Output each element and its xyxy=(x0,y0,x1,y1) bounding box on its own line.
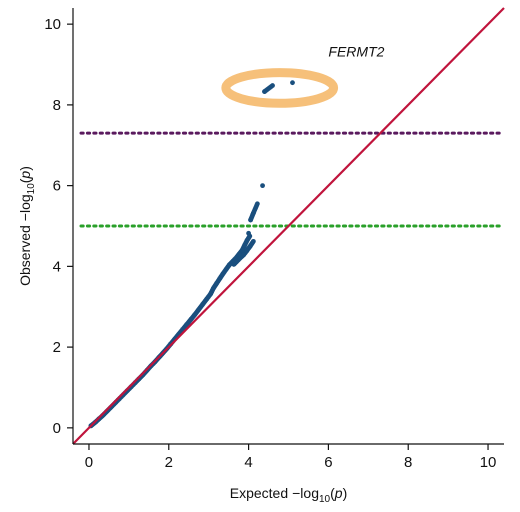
data-point xyxy=(214,280,220,286)
y-ticks: 0 2 4 6 8 10 xyxy=(44,16,73,437)
x-tick-label: 0 xyxy=(85,454,93,471)
x-axis-title: Expected −log10(p) xyxy=(230,485,348,505)
data-point xyxy=(220,271,226,277)
data-point xyxy=(211,285,216,291)
data-point xyxy=(290,80,295,86)
data-point xyxy=(208,291,214,297)
data-point xyxy=(244,248,249,254)
y-axis-title-var: p xyxy=(17,171,33,180)
data-point xyxy=(192,312,198,318)
highlight-ring xyxy=(221,68,339,108)
data-point xyxy=(262,89,267,94)
data-point xyxy=(247,243,253,249)
data-point xyxy=(204,296,210,302)
y-tick-label: 8 xyxy=(53,97,61,114)
identity-line xyxy=(72,7,505,445)
data-point xyxy=(250,210,256,216)
x-tick-label: 10 xyxy=(480,454,497,471)
x-ticks: 0 2 4 6 8 10 xyxy=(85,444,497,471)
data-point xyxy=(270,83,275,88)
y-tick-label: 0 xyxy=(53,420,61,437)
data-point xyxy=(236,251,242,257)
y-tick-label: 2 xyxy=(53,339,61,356)
data-point xyxy=(184,322,190,327)
data-point xyxy=(254,201,260,207)
y-tick-label: 6 xyxy=(53,178,61,195)
data-point xyxy=(196,307,202,312)
data-point xyxy=(246,230,251,236)
x-axis-title-sub: 10 xyxy=(319,494,331,505)
y-tick-label: 4 xyxy=(53,258,61,275)
data-point xyxy=(250,238,256,244)
x-tick-label: 4 xyxy=(244,454,252,471)
data-point xyxy=(244,238,250,243)
data-point xyxy=(200,301,206,307)
data-point xyxy=(217,276,223,281)
data-point xyxy=(242,242,248,248)
data-point xyxy=(223,266,229,272)
y-axis-title-main: Observed xyxy=(17,225,33,286)
x-axis-title-main: Expected xyxy=(230,485,288,501)
x-tick-label: 6 xyxy=(324,454,332,471)
data-point xyxy=(239,247,245,253)
y-axis-title-sub: 10 xyxy=(26,183,37,195)
x-tick-label: 8 xyxy=(404,454,412,471)
data-point xyxy=(234,259,240,264)
data-point xyxy=(248,217,253,223)
y-tick-label: 10 xyxy=(44,16,61,33)
data-point xyxy=(188,317,194,323)
data-point xyxy=(241,252,246,258)
data-point xyxy=(237,255,243,261)
x-axis-title-var: p xyxy=(334,485,343,501)
x-tick-label: 2 xyxy=(165,454,173,471)
data-point xyxy=(227,262,232,268)
y-axis-title: Observed−log10(p) xyxy=(17,166,37,286)
annotation-label: FERMT2 xyxy=(328,43,384,59)
data-point xyxy=(260,183,265,189)
